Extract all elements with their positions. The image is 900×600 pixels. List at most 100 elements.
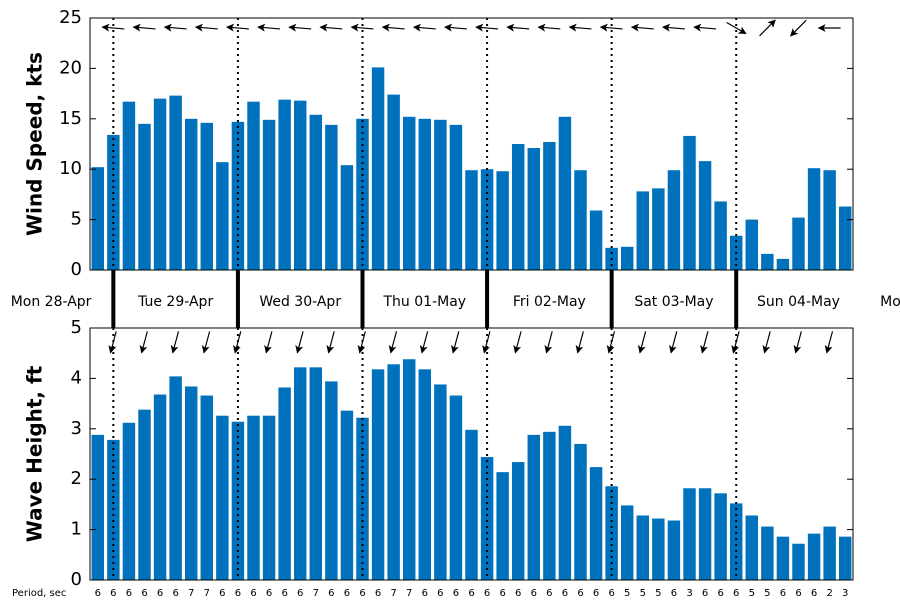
direction-arrow [264, 331, 273, 354]
period-value: 6 [126, 588, 132, 599]
direction-arrow [637, 331, 647, 354]
bar [247, 415, 260, 580]
direction-arrow [790, 19, 807, 37]
direction-arrow [693, 23, 717, 32]
bar [387, 94, 400, 270]
bar [309, 367, 323, 580]
bar [309, 114, 323, 270]
bar [465, 170, 478, 270]
bar [434, 384, 447, 580]
period-value: 6 [172, 588, 178, 599]
period-value: 6 [671, 588, 677, 599]
bar [714, 201, 727, 270]
bar [527, 434, 541, 580]
period-value: 3 [686, 588, 692, 599]
bar [278, 99, 291, 270]
bar [200, 395, 214, 580]
plot-frame [89, 17, 854, 271]
bar [200, 122, 214, 270]
bar [729, 503, 743, 580]
direction-arrow [700, 331, 709, 354]
bar [418, 118, 432, 270]
bar [620, 505, 634, 580]
direction-arrow [482, 331, 491, 354]
bar [325, 124, 338, 271]
bar [589, 210, 603, 270]
period-value: 5 [655, 588, 661, 599]
y-tick-label: 2 [71, 468, 82, 489]
direction-arrow [451, 331, 460, 354]
direction-arrow [288, 23, 312, 32]
day-label: Mon 05-May [880, 294, 900, 310]
bar [122, 422, 136, 580]
day-label: Tue 29-Apr [137, 294, 213, 310]
direction-arrow [661, 23, 685, 32]
bar [807, 533, 821, 580]
period-value: 7 [390, 588, 396, 599]
period-value: 5 [764, 588, 770, 599]
bar [838, 536, 852, 580]
direction-arrow [759, 19, 776, 37]
bar [138, 409, 151, 580]
period-value: 6 [733, 588, 739, 599]
bar [216, 162, 229, 270]
bar [745, 515, 759, 580]
bar [184, 386, 198, 580]
bar [667, 170, 681, 270]
bar [761, 526, 774, 580]
period-value: 6 [95, 588, 101, 599]
direction-arrow [630, 23, 654, 32]
period-value: 7 [188, 588, 194, 599]
bar [543, 431, 556, 580]
period-value: 6 [780, 588, 786, 599]
period-value: 5 [640, 588, 646, 599]
bar [823, 170, 836, 270]
direction-arrow [194, 23, 218, 32]
direction-arrow [599, 23, 623, 32]
bar [449, 124, 463, 271]
direction-arrow [350, 23, 374, 32]
direction-arrow [824, 331, 834, 354]
direction-arrow [132, 23, 156, 32]
bar [262, 119, 276, 270]
period-value: 6 [266, 588, 272, 599]
direction-arrow [225, 23, 249, 32]
bar [558, 116, 572, 270]
direction-arrow [163, 23, 187, 32]
direction-arrow [101, 23, 125, 32]
bar [776, 258, 790, 270]
direction-arrow [139, 331, 148, 354]
period-value: 6 [219, 588, 225, 599]
period-value: 6 [235, 588, 241, 599]
period-value: 6 [499, 588, 505, 599]
bar [293, 367, 307, 580]
bar [589, 467, 603, 580]
y-tick-label: 3 [71, 418, 82, 439]
bar [792, 217, 805, 270]
period-value: 6 [515, 588, 521, 599]
period-value: 5 [749, 588, 755, 599]
period-value: 6 [795, 588, 801, 599]
bar [356, 417, 369, 580]
y-tick-label: 5 [71, 317, 82, 338]
period-value: 6 [608, 588, 614, 599]
direction-arrow [726, 21, 747, 35]
period-value: 6 [422, 588, 428, 599]
bar [574, 443, 587, 580]
direction-arrow [201, 331, 211, 354]
direction-arrow [170, 331, 180, 354]
period-value: 5 [624, 588, 630, 599]
bar [449, 395, 463, 580]
bar [480, 169, 494, 270]
bar [371, 67, 385, 270]
y-tick-label: 20 [59, 57, 82, 78]
bar [636, 191, 650, 270]
bar [153, 98, 167, 270]
y-tick-label: 1 [71, 519, 82, 540]
bar [620, 246, 634, 270]
period-value: 6 [297, 588, 303, 599]
bar [169, 95, 182, 270]
bar [496, 171, 509, 270]
bar [807, 168, 821, 270]
period-value: 6 [157, 588, 163, 599]
